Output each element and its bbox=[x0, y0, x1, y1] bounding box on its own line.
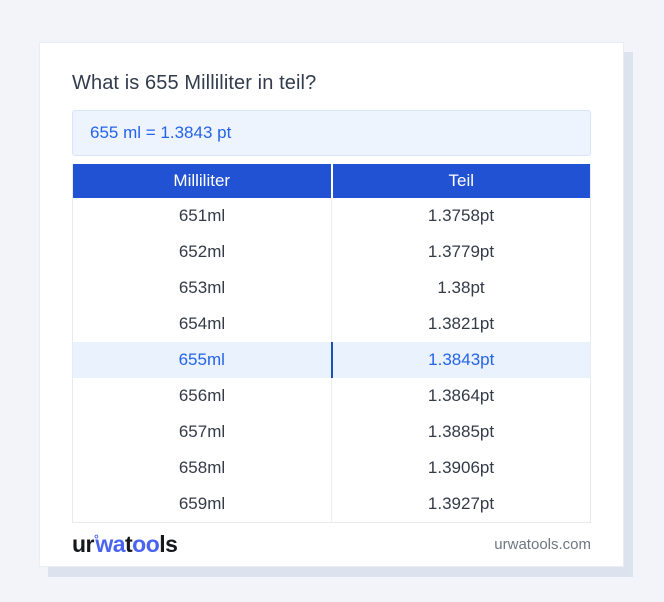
logo-degree-mark: ° bbox=[94, 532, 99, 546]
cell-teil: 1.3885pt bbox=[427, 422, 495, 441]
cell-milliliter: 658ml bbox=[73, 450, 332, 486]
table-row: 657ml 1.3885pt bbox=[73, 414, 590, 450]
cell-teil: 1.3864pt bbox=[427, 386, 495, 405]
table-body: 651ml 1.3758pt 652ml 1.3779pt 653ml 1.38pt 654… bbox=[73, 198, 590, 522]
logo-text-ls: ls bbox=[159, 531, 178, 557]
cell-milliliter: 651ml bbox=[73, 198, 332, 234]
cell-milliliter: 655ml bbox=[73, 342, 333, 378]
table-row: 651ml 1.3758pt bbox=[73, 198, 590, 234]
conversion-table: Milliliter Teil 651ml 1.3758pt 652ml 1.3779… bbox=[72, 164, 591, 523]
conversion-result-box: 655 ml = 1.3843 pt bbox=[72, 110, 591, 156]
table-row: 653ml 1.38pt bbox=[73, 270, 590, 306]
cell-milliliter: 654ml bbox=[73, 306, 332, 342]
cell-teil: 1.3758pt bbox=[427, 206, 495, 225]
table-row: 659ml 1.3927pt bbox=[73, 486, 590, 522]
table-row: 654ml 1.3821pt bbox=[73, 306, 590, 342]
table-row-current: 655ml 1.3843pt bbox=[73, 342, 590, 378]
card-footer: ur°watools urwatools.com bbox=[72, 523, 591, 566]
logo-text-wa: wa bbox=[95, 531, 125, 557]
cell-milliliter: 659ml bbox=[73, 486, 332, 522]
cell-milliliter: 653ml bbox=[73, 270, 332, 306]
cell-teil: 1.3906pt bbox=[427, 458, 495, 477]
cell-teil: 1.38pt bbox=[437, 278, 485, 297]
table-header-teil: Teil bbox=[330, 164, 591, 198]
cell-milliliter: 652ml bbox=[73, 234, 332, 270]
table-header-row: Milliliter Teil bbox=[73, 164, 590, 198]
logo-glasses-oo: oo bbox=[132, 531, 160, 557]
table-row: 656ml 1.3864pt bbox=[73, 378, 590, 414]
logo-text-t: t bbox=[125, 531, 133, 557]
cell-teil: 1.3779pt bbox=[427, 242, 495, 261]
table-row: 652ml 1.3779pt bbox=[73, 234, 590, 270]
cell-teil: 1.3927pt bbox=[427, 494, 495, 513]
site-domain: urwatools.com bbox=[494, 536, 591, 553]
logo-text-ur: ur bbox=[72, 531, 95, 557]
cell-milliliter: 657ml bbox=[73, 414, 332, 450]
cell-teil: 1.3821pt bbox=[427, 314, 495, 333]
conversion-result-text: 655 ml = 1.3843 pt bbox=[90, 123, 232, 142]
cell-teil: 1.3843pt bbox=[428, 350, 495, 369]
table-row: 658ml 1.3906pt bbox=[73, 450, 590, 486]
table-header-milliliter: Milliliter bbox=[173, 171, 231, 190]
page-title: What is 655 Milliliter in teil? bbox=[72, 72, 317, 94]
urwatools-logo[interactable]: ur°watools bbox=[72, 531, 178, 557]
conversion-card: What is 655 Milliliter in teil? 655 ml =… bbox=[39, 42, 624, 567]
cell-milliliter: 656ml bbox=[73, 378, 332, 414]
